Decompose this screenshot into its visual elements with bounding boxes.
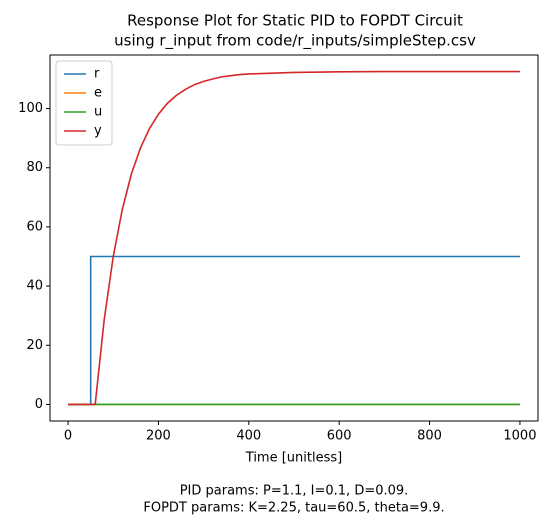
legend-label: u: [94, 105, 102, 120]
y-tick-label: 100: [18, 101, 43, 116]
legend-label: e: [94, 86, 102, 101]
y-tick-label: 80: [26, 160, 43, 175]
annotation: FOPDT params: K=2.25, tau=60.5, theta=9.…: [143, 501, 444, 516]
x-tick-label: 1000: [503, 429, 536, 444]
legend-label: r: [94, 67, 100, 82]
series-line: [68, 70, 520, 406]
x-axis-label: Time [unitless]: [245, 451, 342, 466]
chart-title: Response Plot for Static PID to FOPDT Ci…: [127, 12, 463, 30]
y-tick-label: 20: [26, 338, 43, 353]
x-tick-label: 600: [327, 429, 352, 444]
x-tick-label: 200: [146, 429, 171, 444]
x-tick-label: 400: [236, 429, 261, 444]
x-tick-label: 0: [64, 429, 72, 444]
legend-box: [55, 60, 113, 146]
y-tick-label: 0: [35, 397, 43, 412]
y-tick-label: 40: [26, 279, 43, 294]
x-tick-label: 800: [417, 429, 442, 444]
annotation: PID params: P=1.1, I=0.1, D=0.09.: [180, 484, 409, 499]
chart-title: using r_input from code/r_inputs/simpleS…: [114, 32, 476, 51]
y-tick-label: 60: [26, 219, 43, 234]
series-line: [68, 255, 520, 406]
plot-frame: [49, 54, 539, 422]
legend-label: y: [94, 124, 102, 139]
